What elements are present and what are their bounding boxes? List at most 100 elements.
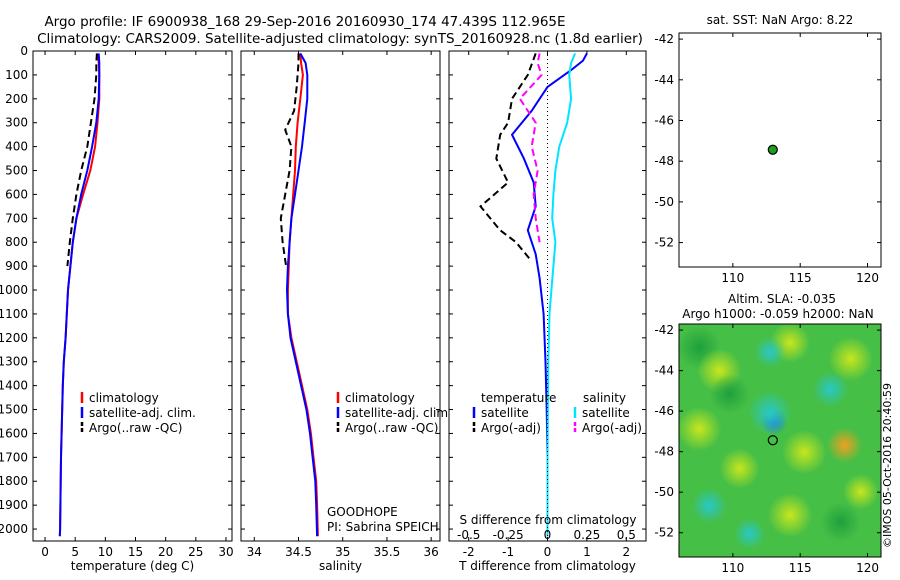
imos-watermark: ©IMOS 05-Oct-2016 20:40:59 — [881, 383, 894, 548]
x-tick-label: 20 — [158, 545, 173, 559]
y-tick-label: 1900 — [0, 498, 28, 512]
heatmap-cell — [812, 371, 849, 408]
y-tick-label: -52 — [654, 526, 674, 540]
plot-frame — [32, 50, 233, 542]
x-tick-label: 15 — [128, 545, 143, 559]
y-tick-label: 400 — [5, 140, 28, 154]
series-line — [546, 53, 577, 537]
plot-frame — [240, 50, 441, 542]
heatmap-cell — [843, 473, 879, 510]
legend-label: Argo(-adj) — [582, 421, 642, 435]
x-axis-label: T difference from climatology — [458, 559, 636, 573]
legend-label: climatology — [89, 391, 159, 405]
legend-label: climatology — [345, 391, 415, 405]
heatmap-cell — [691, 487, 728, 524]
y-tick-label: 1600 — [0, 426, 28, 440]
x-tick-label: 1 — [583, 545, 591, 559]
x-tick-label: 35.5 — [374, 545, 401, 559]
x-tick-label: 10 — [98, 545, 113, 559]
sst-map-title: sat. SST: NaN Argo: 8.22 — [707, 13, 854, 27]
legend-label: Argo(..raw -QC) — [89, 421, 182, 435]
y-tick-label: -44 — [654, 73, 674, 87]
x-tick-label: 30 — [218, 545, 233, 559]
y-tick-label: -42 — [654, 323, 674, 337]
y-tick-label: 200 — [5, 92, 28, 106]
y-tick-label: 1000 — [0, 283, 28, 297]
series-line — [66, 53, 98, 267]
y-tick-label: 600 — [5, 187, 28, 201]
y-tick-label: 500 — [5, 164, 28, 178]
y-tick-label: -42 — [654, 32, 674, 46]
x-tick-label: 110 — [721, 271, 744, 285]
x-tick-label: 110 — [721, 561, 744, 575]
x-tick-label: 34.5 — [285, 545, 312, 559]
heatmap-cell — [676, 406, 722, 452]
legend-label: Argo(..raw -QC) — [345, 421, 438, 435]
heatmap-cell — [820, 502, 861, 543]
y-tick-label: 1700 — [0, 450, 28, 464]
sst-map-chart: 110 115 120 -42 -44 -46 -48 -50 -52 sat. SST: NaN… — [654, 13, 882, 285]
heatmap-cell — [828, 336, 873, 382]
x-tick-label: 25 — [188, 545, 203, 559]
y-tick-label: -46 — [654, 113, 674, 127]
x-tick-label: 34 — [247, 545, 262, 559]
platform-annotation: GOODHOPE — [327, 505, 398, 519]
x-tick-label: 5 — [71, 545, 79, 559]
legend-header: temperature — [481, 391, 556, 405]
x-tick-label: -2 — [463, 545, 475, 559]
y-tick-label: 0 — [20, 44, 28, 58]
y-tick-label: 1500 — [0, 403, 28, 417]
figure-title-line1: Argo profile: IF 6900938_168 29-Sep-2016… — [44, 14, 565, 30]
x-tick-label: 0 — [41, 545, 49, 559]
y-tick-label: 1400 — [0, 379, 28, 393]
x-tick-label: 115 — [789, 271, 812, 285]
top-axis-label: S difference from climatology — [460, 513, 637, 527]
series-line — [279, 53, 300, 267]
argo-float-marker — [767, 144, 778, 155]
s-tick-label: -0.5 — [457, 528, 480, 542]
x-tick-label: 35 — [335, 545, 350, 559]
y-tick-label: 100 — [5, 68, 28, 82]
heatmap-cell — [709, 373, 750, 414]
salinity-profile-chart: 34 34.5 35 35.5 36 salinity climatologysatelli… — [240, 50, 452, 573]
y-tick-label: -52 — [654, 236, 674, 250]
y-tick-label: 1100 — [0, 307, 28, 321]
y-tick-label: 1300 — [0, 355, 28, 369]
y-tick-label: -50 — [654, 485, 674, 499]
y-tick-label: -50 — [654, 195, 674, 209]
y-tick-label: 800 — [5, 235, 28, 249]
heatmap-cell — [767, 492, 813, 538]
difference-profile-chart: -2 -1 0 1 2T difference from climatology S di… — [448, 50, 647, 573]
legend-label: satellite — [481, 406, 529, 420]
heatmap-cell — [782, 429, 827, 475]
sla-map-title-line1: Altim. SLA: -0.035 — [728, 292, 836, 306]
map-frame — [678, 32, 882, 268]
legend-label: satellite-adj. clim. — [345, 406, 452, 420]
heatmap-cell — [754, 336, 786, 368]
y-tick-label: 300 — [5, 116, 28, 130]
s-tick-label: 0.25 — [574, 528, 601, 542]
s-tick-label: 0.5 — [617, 528, 636, 542]
heatmap-cell — [747, 390, 793, 435]
sla-map-chart: 110 115 120 -42 -44 -46 -48 -50 -52 Altim. SLA: -… — [654, 292, 882, 575]
x-tick-label: 36 — [424, 545, 439, 559]
x-tick-label: 115 — [789, 561, 812, 575]
y-tick-label: 1800 — [0, 474, 28, 488]
x-tick-label: 2 — [622, 545, 630, 559]
s-tick-label: -0.25 — [493, 528, 524, 542]
x-axis-label: temperature (deg C) — [71, 559, 194, 573]
x-tick-label: 120 — [856, 561, 879, 575]
series-line — [285, 52, 319, 537]
legend-header: salinity — [583, 391, 626, 405]
heatmap-cell — [734, 518, 766, 550]
y-tick-label: 1200 — [0, 331, 28, 345]
legend-label: satellite — [582, 406, 630, 420]
series-line — [479, 53, 537, 262]
figure-title-line2: Climatology: CARS2009. Satellite-adjuste… — [37, 31, 643, 47]
map-frame — [678, 323, 882, 558]
y-tick-label: -48 — [654, 445, 674, 459]
legend-label: satellite-adj. clim. — [89, 406, 196, 420]
heatmap-cell — [719, 448, 760, 489]
pi-annotation: PI: Sabrina SPEICH — [327, 520, 439, 534]
y-tick-label: 900 — [5, 259, 28, 273]
